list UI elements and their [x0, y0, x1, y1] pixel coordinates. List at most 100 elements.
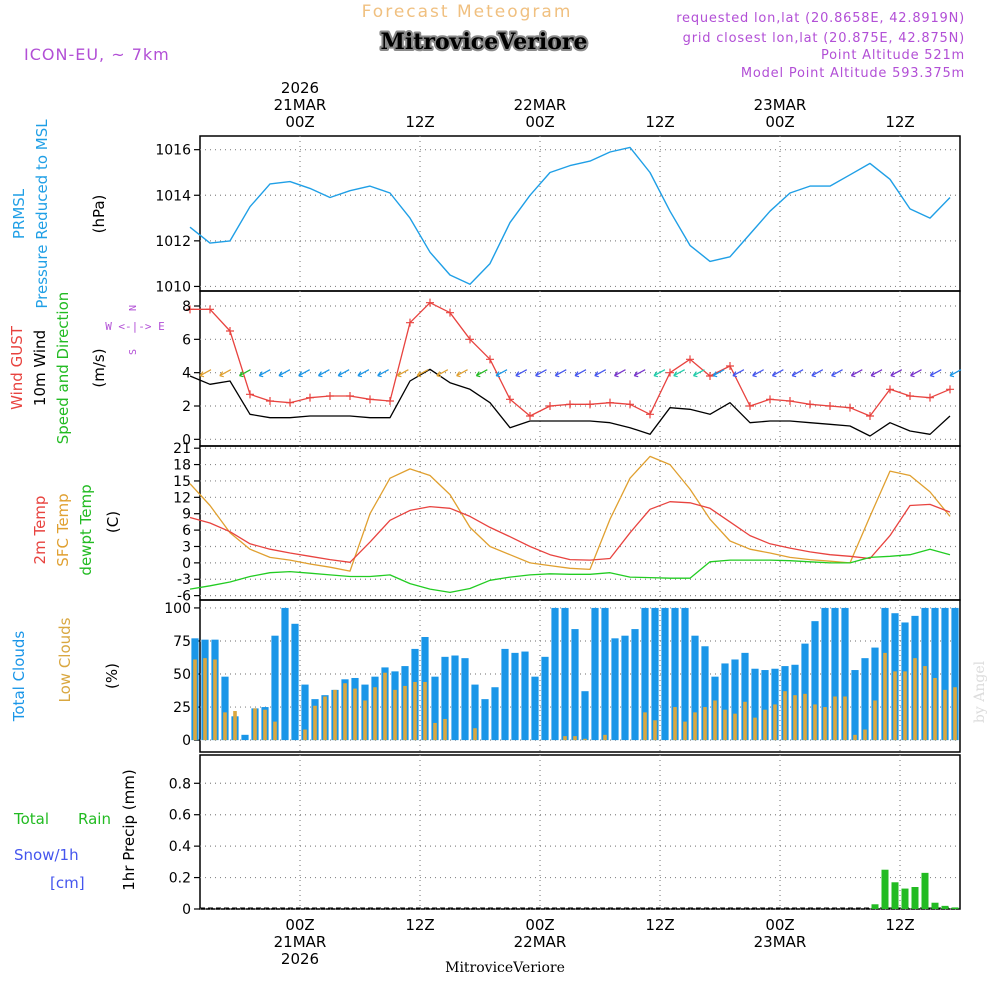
gust-point — [366, 395, 374, 404]
cloud-ytick-label: 100 — [164, 601, 191, 617]
wind-ytick-label: 8 — [182, 299, 191, 315]
low-cloud-bar — [783, 691, 787, 741]
point-altitude: Point Altitude 521m — [821, 48, 965, 63]
wind-arrow — [515, 369, 528, 378]
top-axis-label: 12Z — [405, 113, 434, 131]
gust-point — [586, 400, 594, 409]
pressure-labels: PRMSL Pressure Reduced to MSL (hPa) — [10, 119, 108, 309]
compass-n: N — [128, 305, 139, 311]
wind-ytick-label: 2 — [182, 399, 191, 415]
wind-arrow — [554, 369, 567, 378]
wind-arrow — [258, 369, 271, 378]
gust-point — [946, 385, 954, 394]
bottom-axis-label: 12Z — [645, 916, 674, 934]
total-cloud-bar — [441, 656, 449, 741]
top-axis-label: 00Z — [765, 113, 794, 131]
total-cloud-bar — [301, 684, 309, 741]
bottom-axis-label: 00Z — [285, 916, 314, 934]
total-cloud-bar — [841, 607, 849, 741]
rain-bar — [891, 882, 899, 909]
closest-coords: grid closest lon,lat (20.875E, 42.875N) — [683, 31, 965, 46]
temp-ytick-label: -3 — [177, 572, 191, 588]
cloud-ytick-label: 50 — [173, 667, 191, 683]
low-cloud-bar — [793, 695, 797, 741]
total-cloud-bar — [761, 670, 769, 741]
gust-point — [226, 327, 234, 335]
low-cloud-bar — [703, 707, 707, 741]
gust-point — [446, 308, 454, 317]
gust-point — [626, 400, 634, 409]
gust-point — [266, 397, 274, 405]
temp-panel-frame — [199, 445, 961, 601]
gust-point — [466, 335, 474, 344]
wind-arrow — [732, 369, 745, 378]
pressure-label-unit: (hPa) — [90, 195, 108, 234]
wind-arrow — [377, 369, 389, 378]
gust-line — [190, 302, 951, 417]
gust-point — [606, 398, 614, 407]
dewpoint-line — [189, 548, 951, 594]
low-cloud-bar — [193, 659, 197, 741]
gust-point — [786, 397, 794, 405]
gust-point — [646, 410, 654, 419]
precip-ytick-label: 0.6 — [169, 808, 191, 824]
total-cloud-bar — [731, 659, 739, 741]
low-cloud-bar — [693, 712, 697, 741]
total-cloud-bar — [691, 635, 699, 741]
wind-arrow — [396, 369, 409, 378]
wind-arrow — [752, 369, 764, 378]
cloud-panel-frame — [199, 599, 961, 753]
gust-point — [746, 402, 754, 410]
low-cloud-bar — [303, 729, 307, 741]
low-cloud-bar — [643, 712, 647, 741]
chart-marks — [186, 146, 962, 909]
sfc-temp-line — [189, 455, 951, 572]
gust-point — [926, 393, 934, 402]
total-cloud-bar — [451, 655, 459, 741]
low-cloud-bar — [383, 672, 387, 741]
wind-arrow — [436, 369, 449, 378]
total-cloud-bar — [561, 607, 569, 741]
wind-panel-frame — [199, 290, 961, 447]
wind-speed-line — [189, 368, 951, 437]
temp-ytick-label: 0 — [182, 556, 191, 572]
total-cloud-bar — [641, 607, 649, 741]
total-cloud-bar — [801, 643, 809, 741]
total-cloud-bar — [721, 663, 729, 741]
wind-arrow — [574, 369, 587, 378]
wind-arrow — [317, 369, 330, 378]
compass-we: W <-|-> E — [105, 320, 165, 333]
low-cloud-bar — [603, 734, 607, 741]
gust-point — [826, 402, 834, 410]
precip-label-unit: 1hr Precip (mm) — [120, 769, 138, 890]
low-cloud-bar — [573, 736, 577, 741]
total-cloud-bar — [861, 658, 869, 741]
low-cloud-bar — [803, 693, 807, 741]
low-cloud-bar — [903, 671, 907, 741]
total-cloud-bar — [551, 607, 559, 741]
low-cloud-bar — [233, 711, 237, 741]
chart-title: Forecast Meteogram — [362, 2, 573, 22]
temp-ytick-label: 6 — [182, 523, 191, 539]
total-cloud-bar — [471, 684, 479, 741]
low-cloud-bar — [343, 683, 347, 741]
low-cloud-bar — [313, 705, 317, 741]
temp-label-unit: (C) — [104, 511, 122, 533]
gust-point — [886, 385, 894, 394]
low-cloud-bar — [843, 696, 847, 741]
precip-label-cm: [cm] — [50, 874, 85, 892]
wind-arrow — [456, 369, 468, 378]
cloud-label-unit: (%) — [103, 663, 121, 689]
wind-arrow — [791, 369, 804, 378]
pressure-ytick-label: 1010 — [155, 279, 191, 295]
bottom-axis-label: 2026 — [281, 950, 319, 968]
wind-arrow — [298, 369, 310, 378]
rain-bar — [881, 869, 889, 909]
gust-point — [766, 395, 774, 404]
low-cloud-bar — [893, 671, 897, 741]
pressure-label-msl: Pressure Reduced to MSL — [33, 119, 51, 309]
total-cloud-bar — [431, 676, 439, 741]
low-cloud-bar — [943, 689, 947, 741]
bottom-axis-label: 22MAR — [514, 933, 567, 951]
